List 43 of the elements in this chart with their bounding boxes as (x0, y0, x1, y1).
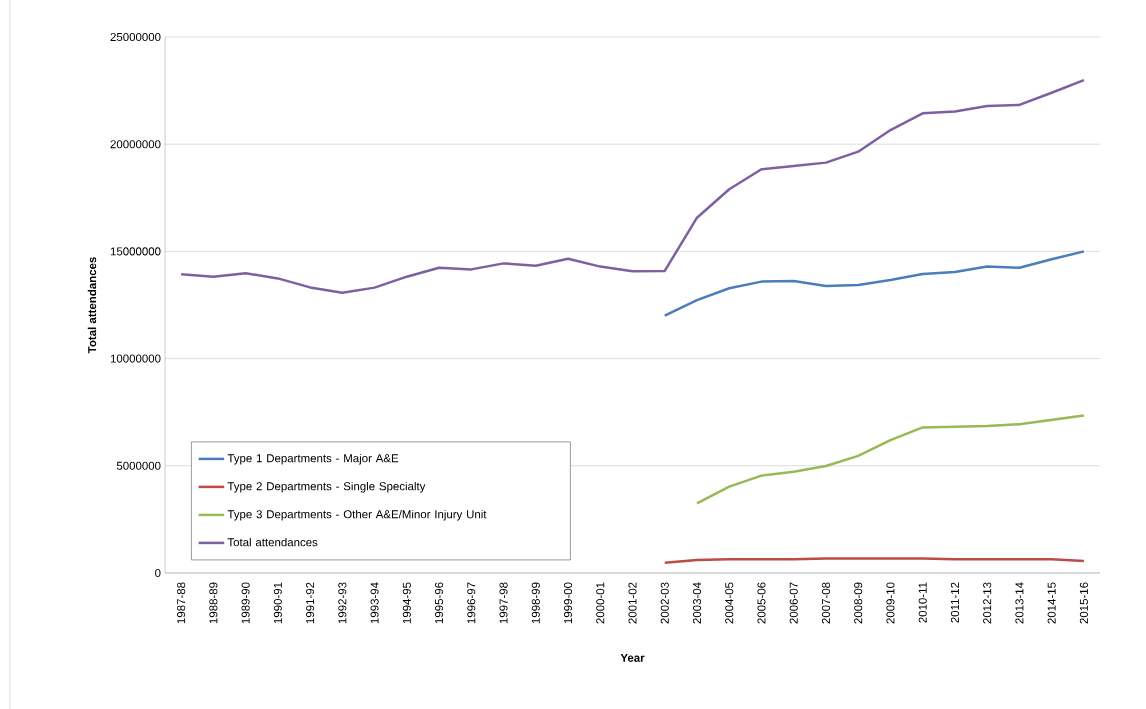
y-tick-label: 25000000 (110, 32, 161, 42)
y-tick-label: 10000000 (110, 354, 161, 363)
x-tick-label: 2012-13 (983, 582, 992, 624)
x-tick-label: 2008-09 (854, 582, 863, 624)
line-series (663, 250, 1086, 317)
x-tick-label: 1996-97 (467, 582, 476, 624)
x-tick-label: 2013-14 (1015, 582, 1024, 624)
legend-label: Total attendances (227, 537, 318, 547)
x-tick-label: 2003-04 (692, 582, 702, 624)
y-tick-label: 0 (155, 568, 161, 578)
x-tick-label: 2007-08 (821, 582, 831, 624)
x-tick-label: 1988-89 (209, 582, 218, 624)
x-tick-label: 2009-10 (886, 582, 895, 624)
x-tick-label: 1993-94 (370, 582, 379, 624)
x-tick-label: 2014-15 (1047, 582, 1056, 624)
legend-label: Type 2 Departments - Single Specialty (227, 481, 426, 493)
x-tick-label: 1997-98 (499, 582, 508, 624)
y-tick-label: 20000000 (110, 140, 161, 149)
x-axis-title: Year (620, 653, 645, 662)
x-tick-label: 1995-96 (435, 582, 444, 624)
x-tick-label: 1998-99 (531, 582, 540, 624)
x-tick-label: 2011-12 (950, 582, 959, 623)
line-series (179, 78, 1086, 295)
y-axis-title: Total attendances (87, 257, 97, 354)
x-tick-label: 1990-91 (273, 582, 282, 624)
y-tick-label: 15000000 (110, 247, 161, 256)
x-tick-label: 2000-01 (596, 582, 605, 624)
x-tick-label: 1989-90 (241, 582, 250, 624)
x-tick-label: 2010-11 (918, 582, 927, 623)
x-tick-label: 2002-03 (660, 582, 669, 624)
x-tick-label: 2015-16 (1079, 582, 1088, 624)
x-tick-label: 1994-95 (402, 582, 411, 624)
x-tick-label: 2004-05 (725, 582, 734, 624)
x-tick-label: 1992-93 (338, 582, 347, 624)
x-tick-label: 1999-00 (563, 582, 573, 624)
y-tick-label: 5000000 (116, 461, 161, 470)
x-tick-label: 1991-92 (306, 582, 315, 624)
x-tick-label: 1987-88 (177, 582, 186, 624)
x-tick-label: 2001-02 (628, 582, 637, 624)
legend-label: Type 3 Departments - Other A&E/Minor Injury Unit (227, 509, 487, 521)
x-tick-label: 2005-06 (757, 582, 766, 624)
legend-label: Type 1 Departments - Major A&E (227, 453, 399, 465)
x-tick-label: 2006-07 (789, 582, 798, 624)
